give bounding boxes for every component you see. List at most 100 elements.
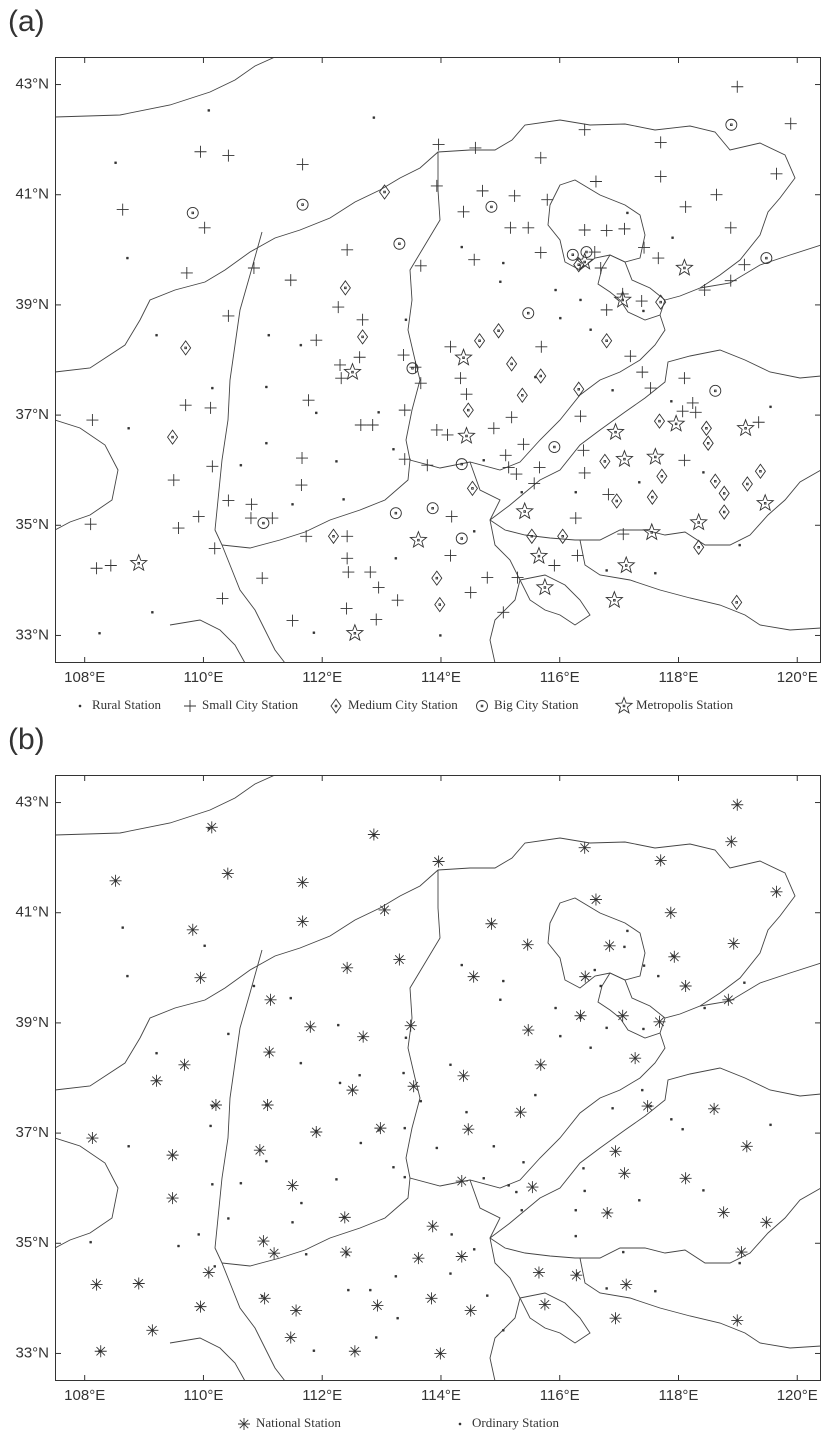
station-marker: [589, 175, 602, 188]
station-marker: [652, 252, 665, 265]
x-tick-label: 108°E: [64, 669, 105, 686]
station-marker: [485, 917, 498, 930]
x-tick-label: 118°E: [659, 669, 699, 686]
y-tick-label: 35°N: [15, 1234, 49, 1251]
station-marker: [315, 411, 318, 415]
station-marker: [609, 1145, 622, 1158]
station-marker: [327, 528, 340, 545]
station-clip: [86, 798, 783, 1360]
station-marker: [492, 1145, 496, 1148]
station-marker: [613, 290, 632, 308]
station-marker: [635, 295, 648, 308]
station-marker: [617, 528, 630, 541]
station-marker: [300, 1201, 303, 1205]
station-marker: [702, 435, 714, 451]
station-marker: [403, 1126, 406, 1130]
station-marker: [589, 893, 602, 906]
station-marker: [126, 256, 129, 260]
station-marker: [486, 1294, 489, 1297]
station-marker: [576, 1272, 579, 1275]
station-marker: [727, 937, 740, 950]
station-marker: [192, 510, 205, 523]
station-marker: [686, 396, 699, 409]
station-marker: [710, 188, 723, 201]
station-marker: [738, 543, 741, 547]
station-marker: [731, 798, 744, 811]
x-tick-label: 114°E: [421, 669, 461, 686]
station-marker: [348, 1345, 361, 1358]
station-marker: [522, 221, 535, 234]
station-marker: [412, 1252, 425, 1265]
station-marker: [84, 518, 97, 531]
station-marker: [603, 939, 616, 952]
station-marker: [253, 1144, 266, 1157]
legend-symbol: [458, 1422, 462, 1426]
station-marker: [426, 1220, 439, 1233]
station-marker: [709, 384, 722, 397]
station-marker: [507, 1184, 510, 1187]
y-tick-label: 33°N: [15, 626, 49, 643]
x-tick-label: 114°E: [421, 1387, 461, 1404]
station-marker: [522, 1024, 535, 1037]
station-marker: [98, 1350, 101, 1353]
station-marker: [227, 1217, 230, 1220]
station-marker: [482, 1177, 485, 1180]
station-marker: [356, 313, 369, 326]
station-marker: [151, 1329, 154, 1332]
station-marker: [717, 1206, 730, 1219]
station-marker: [179, 399, 192, 412]
station-marker: [654, 1290, 657, 1293]
station-marker: [257, 517, 270, 529]
station-marker: [457, 426, 476, 444]
station-marker: [574, 1234, 577, 1238]
station-marker: [574, 1209, 577, 1212]
station-marker: [575, 252, 594, 270]
station-marker: [624, 350, 637, 363]
station-marker: [616, 1009, 629, 1022]
station-marker: [664, 906, 677, 919]
station-marker: [332, 301, 345, 314]
station-marker: [455, 1175, 468, 1188]
station-marker: [571, 549, 584, 562]
station-marker: [654, 170, 667, 183]
station-marker: [577, 444, 590, 457]
station-marker: [155, 1052, 158, 1055]
station-marker: [724, 221, 737, 234]
legend-symbol: [184, 700, 196, 712]
station-marker: [347, 1288, 350, 1292]
station-marker: [284, 274, 297, 287]
station-marker: [299, 1061, 303, 1065]
station-marker: [256, 572, 269, 585]
station-marker: [339, 280, 351, 296]
station-marker: [589, 328, 592, 331]
station-marker: [239, 1182, 243, 1185]
station-marker: [534, 151, 547, 164]
station-marker: [641, 1100, 654, 1113]
station-marker: [167, 429, 179, 445]
station-marker: [258, 1292, 271, 1305]
station-marker: [594, 262, 607, 274]
station-marker: [127, 427, 130, 430]
station-marker: [574, 410, 587, 423]
station-marker: [421, 459, 434, 472]
station-marker: [398, 453, 411, 466]
station-marker: [502, 1329, 505, 1332]
station-marker: [653, 1015, 666, 1028]
station-marker: [402, 1071, 405, 1075]
station-marker: [209, 1124, 212, 1128]
station-marker: [760, 252, 773, 264]
station-marker: [194, 1300, 207, 1313]
station-marker: [310, 334, 323, 347]
station-marker: [121, 926, 124, 929]
legend-symbol: [476, 700, 488, 712]
panel-label: (a): [8, 5, 45, 38]
station-marker: [394, 557, 398, 560]
station-marker: [638, 241, 651, 254]
station-marker: [600, 303, 613, 316]
station-marker: [370, 613, 383, 626]
station-marker: [474, 332, 486, 349]
station-marker: [656, 468, 668, 485]
x-tick-label: 116°E: [540, 669, 580, 686]
station-marker: [414, 377, 427, 390]
